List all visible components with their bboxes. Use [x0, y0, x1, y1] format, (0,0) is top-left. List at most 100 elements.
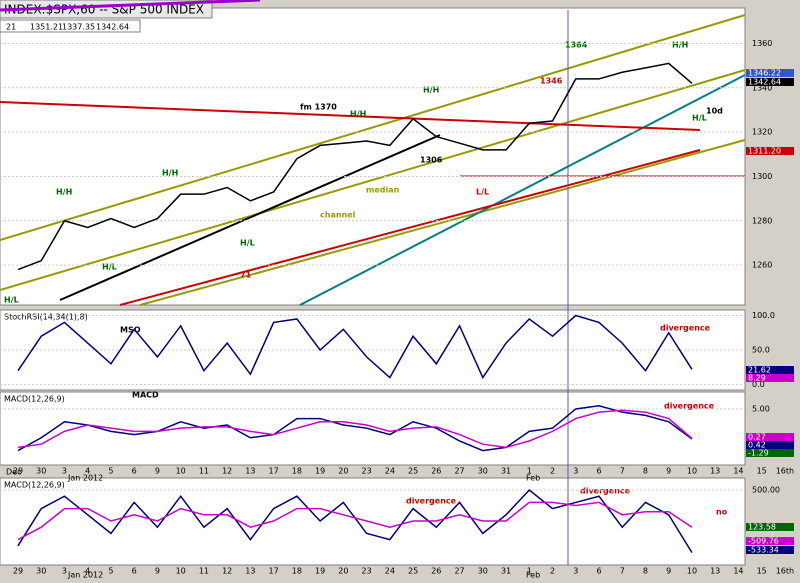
x-tick-label: 17: [269, 567, 279, 576]
value-box-label: 0.42: [748, 441, 766, 450]
value-box-label: -509.76: [748, 537, 779, 546]
value-box-label: 8.29: [748, 374, 766, 383]
value-box: [746, 433, 794, 441]
resistance-line: [0, 101, 701, 131]
y-tick-label: 1320: [752, 128, 772, 137]
value-box-label: -533.34: [748, 546, 779, 555]
x-tick-label: 30: [478, 567, 488, 576]
x-tick-label: 9: [155, 567, 160, 576]
annotation: MACD: [132, 391, 159, 400]
line: [17, 501, 693, 541]
x-tick-label: 5: [108, 567, 113, 576]
x-tick-label: 3: [573, 467, 578, 476]
y-tick-label: 100.0: [752, 311, 775, 320]
x-tick-label: 10: [176, 467, 186, 476]
x-tick-label: 15: [757, 567, 767, 576]
macd2-panel: [0, 477, 746, 566]
annotation: H/L: [102, 263, 117, 272]
value-box-label: 1342.64: [748, 78, 781, 87]
quote-box: [0, 19, 141, 33]
channel-line: [0, 14, 746, 241]
annotation: H/L: [4, 296, 19, 305]
x-tick-label: 30: [36, 567, 46, 576]
x-tick-label: 16th: [776, 567, 794, 576]
x-tick-label: 8: [643, 567, 648, 576]
x-tick-label: 16th: [776, 467, 794, 476]
x-tick-label: 13: [710, 467, 720, 476]
annotation: divergence: [580, 487, 631, 496]
annotation: H/H: [162, 169, 178, 178]
value-box-label: -1.29: [748, 449, 769, 458]
panel-title: StochRSI(14,34(1),8): [4, 313, 88, 322]
x-tick-label: 2: [550, 467, 555, 476]
annotation: 71: [240, 271, 252, 280]
x-tick-label: 3: [62, 567, 67, 576]
value-box-label: 21.62: [748, 366, 771, 375]
y-tick-label: 1340: [752, 83, 772, 92]
channel-line: [139, 139, 746, 306]
y-tick-label: 0.0: [752, 380, 765, 389]
x-tick-label: 7: [620, 567, 625, 576]
quote: 21: [6, 23, 16, 32]
x-tick-label: 23: [362, 567, 372, 576]
value-box: [746, 523, 794, 531]
x-tick-label: 4: [85, 467, 90, 476]
top-line: [0, 0, 261, 12]
value-box-label: 1346.22: [748, 69, 781, 78]
annotation: 1306: [420, 156, 443, 165]
x-tick-label: 17: [269, 467, 279, 476]
x-tick-label: 23: [362, 467, 372, 476]
x-tick-label: 12: [222, 567, 232, 576]
annotation: L/L: [476, 188, 489, 197]
value-box: [746, 78, 794, 86]
x-tick-label: 3: [573, 567, 578, 576]
x-tick-label: 25: [408, 567, 418, 576]
x-tick-label: 18: [292, 467, 302, 476]
channel-line: [0, 69, 746, 291]
y-tick-label: 50.0: [752, 346, 770, 355]
macd-panel: [0, 391, 746, 466]
x-tick-label: 6: [596, 567, 601, 576]
x-tick-label: 20: [338, 567, 348, 576]
x-tick-label: 13: [710, 567, 720, 576]
annotation: no: [716, 508, 728, 517]
median-line: [299, 74, 746, 306]
x-tick-label: 20: [338, 467, 348, 476]
y-tick-label: 500.00: [752, 486, 780, 495]
annotation: H/H: [423, 86, 439, 95]
x-tick-label: 27: [454, 467, 464, 476]
quote: 1351.21: [30, 23, 63, 32]
x-tick-label: 6: [132, 567, 137, 576]
panel-title: MACD(12,26,9): [4, 481, 65, 490]
x-tick-label: 3: [62, 467, 67, 476]
annotation: divergence: [406, 497, 457, 506]
x-tick-label: 15: [757, 467, 767, 476]
x-tick-label: 12: [222, 467, 232, 476]
value-box: [746, 366, 794, 374]
value-box: [746, 147, 794, 155]
x-tick-label: 9: [155, 467, 160, 476]
annotation: H/L: [240, 239, 255, 248]
value-box: [746, 546, 794, 554]
x-tick-label: 11: [199, 567, 209, 576]
x-tick-label: 6: [132, 467, 137, 476]
value-box: [746, 537, 794, 545]
annotation: H/H: [56, 188, 72, 197]
title: INDEX:$SPX,60 -- S&P 500 INDEX: [4, 3, 204, 17]
x-tick-label: 29: [13, 467, 23, 476]
annotation: 10d: [706, 107, 723, 116]
value-box-label: 0.27: [748, 433, 766, 442]
x-tick-label: 29: [13, 567, 23, 576]
x-tick-label: 2: [550, 567, 555, 576]
annotation: MSO: [120, 326, 141, 335]
x-tick-label: 10: [687, 467, 697, 476]
annotation: H/H: [350, 110, 366, 119]
x-tick-label: 31: [501, 567, 511, 576]
value-box: [746, 69, 794, 77]
x-tick-label: 1: [527, 567, 532, 576]
x-tick-label: 9: [666, 567, 671, 576]
x-tick-label: 24: [385, 567, 395, 576]
annotation: fm 1370: [300, 103, 337, 112]
annotation: Jan 2012: [67, 571, 103, 580]
